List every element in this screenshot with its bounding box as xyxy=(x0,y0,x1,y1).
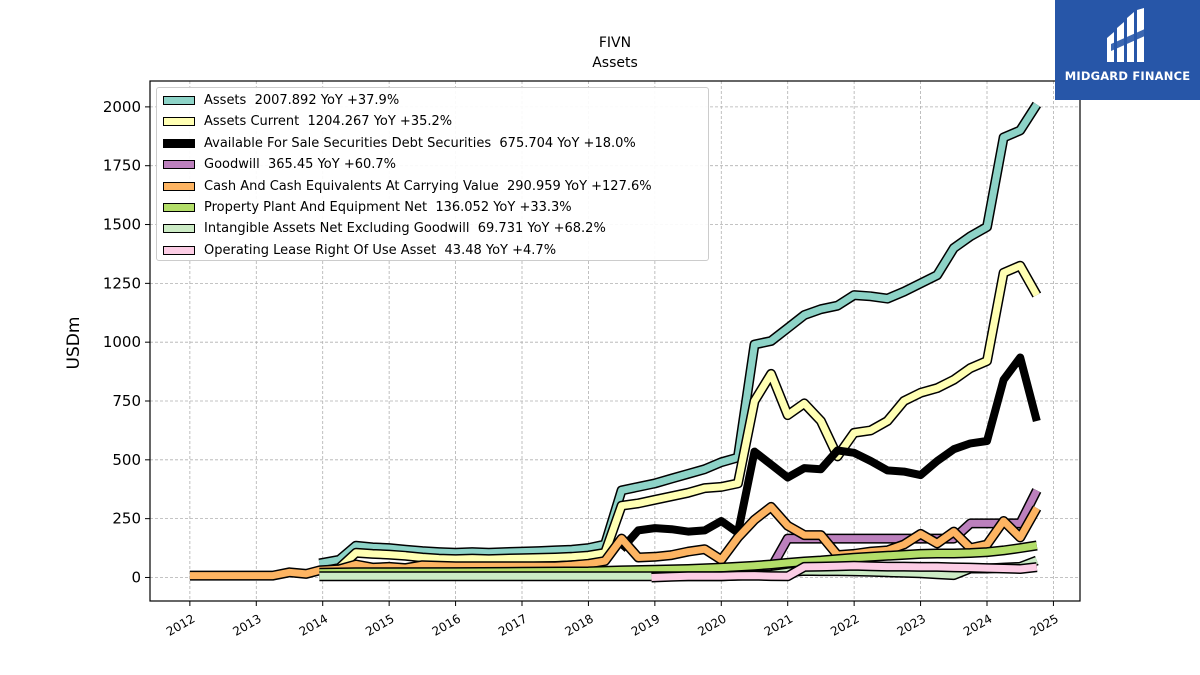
series-assets-current xyxy=(318,260,1042,577)
series-available-for-sale-securities-debt-securities xyxy=(618,353,1041,552)
chart-legend: Assets 2007.892 YoY +37.9% Assets Current… xyxy=(156,87,709,261)
legend-item: Available For Sale Securities Debt Secur… xyxy=(157,134,708,155)
y-tick-label: 750 xyxy=(112,392,141,410)
y-axis: 0 250 500 750 1000 1250 1500 1750 2000 xyxy=(103,98,150,586)
brand-name: MIDGARD FINANCE xyxy=(1064,69,1191,83)
series-cash-and-cash-equivalents-at-carrying-value xyxy=(189,501,1042,581)
x-tick-label: 2012 xyxy=(164,611,197,638)
y-tick-label: 1500 xyxy=(103,216,141,234)
legend-item: Cash And Cash Equivalents At Carrying Va… xyxy=(157,177,708,198)
plot-frame xyxy=(149,80,1081,602)
legend-item: Goodwill 365.45 YoY +60.7% xyxy=(157,155,708,176)
legend-item: Assets 2007.892 YoY +37.9% xyxy=(157,91,708,112)
x-tick-label: 2018 xyxy=(562,611,595,638)
series-line xyxy=(618,353,1041,552)
series-outline xyxy=(318,260,1042,577)
legend-label: Intangible Assets Net Excluding Goodwill… xyxy=(204,221,606,237)
x-tick-label: 2022 xyxy=(828,611,861,638)
series-operating-lease-right-of-use-asset xyxy=(651,560,1038,583)
legend-item: Assets Current 1204.267 YoY +35.2% xyxy=(157,112,708,133)
legend-item: Property Plant And Equipment Net 136.052… xyxy=(157,198,708,219)
legend-item: Intangible Assets Net Excluding Goodwill… xyxy=(157,219,708,240)
x-tick-label: 2024 xyxy=(961,611,994,638)
legend-swatch xyxy=(163,181,195,191)
legend-swatch xyxy=(163,245,195,255)
x-tick-label: 2021 xyxy=(762,611,795,638)
legend-item: Operating Lease Right Of Use Asset 43.48… xyxy=(157,241,708,262)
x-tick-label: 2017 xyxy=(496,611,529,638)
legend-swatch xyxy=(163,160,195,170)
x-tick-label: 2015 xyxy=(363,611,396,638)
y-tick-label: 250 xyxy=(112,510,141,528)
legend-label: Available For Sale Securities Debt Secur… xyxy=(204,135,636,151)
series-line xyxy=(189,503,1040,580)
legend-swatch xyxy=(163,96,195,105)
chart-subtitle: Assets xyxy=(592,55,638,71)
x-tick-label: 2016 xyxy=(430,611,463,638)
chart-title: FIVN xyxy=(599,35,631,51)
x-tick-label: 2014 xyxy=(297,611,330,638)
series-line xyxy=(318,102,1040,567)
y-tick-label: 500 xyxy=(112,451,141,469)
x-tick-label: 2020 xyxy=(695,611,728,638)
x-tick-label: 2019 xyxy=(629,611,662,638)
legend-label: Goodwill 365.45 YoY +60.7% xyxy=(204,157,397,173)
series-line xyxy=(651,562,1038,581)
legend-label: Assets 2007.892 YoY +37.9% xyxy=(204,93,400,108)
x-tick-label: 2013 xyxy=(230,611,263,638)
legend-swatch xyxy=(163,138,195,148)
y-axis-label: USDm xyxy=(64,317,84,370)
x-tick-label: 2023 xyxy=(895,611,928,638)
legend-label: Operating Lease Right Of Use Asset 43.48… xyxy=(204,242,557,258)
y-tick-label: 0 xyxy=(131,568,141,586)
brand-logo: MIDGARD FINANCE xyxy=(1055,0,1200,100)
y-tick-label: 2000 xyxy=(103,98,141,116)
series-layer xyxy=(189,101,1042,583)
legend-swatch xyxy=(163,202,195,212)
legend-label: Cash And Cash Equivalents At Carrying Va… xyxy=(204,178,652,194)
legend-swatch xyxy=(163,224,195,234)
legend-label: Assets Current 1204.267 YoY +35.2% xyxy=(204,114,453,130)
y-tick-label: 1000 xyxy=(103,333,141,351)
brand-mark-icon xyxy=(1107,8,1147,62)
y-tick-label: 1750 xyxy=(103,157,141,175)
legend-swatch xyxy=(163,117,195,127)
legend-label: Property Plant And Equipment Net 136.052… xyxy=(204,199,572,215)
x-axis: 2012 2013 2014 2015 2016 2017 2018 2019 2020 2021… xyxy=(164,601,1061,639)
x-tick-label: 2025 xyxy=(1027,611,1060,638)
series-line xyxy=(318,262,1040,576)
series-assets xyxy=(318,101,1042,569)
y-tick-label: 1250 xyxy=(103,274,141,292)
